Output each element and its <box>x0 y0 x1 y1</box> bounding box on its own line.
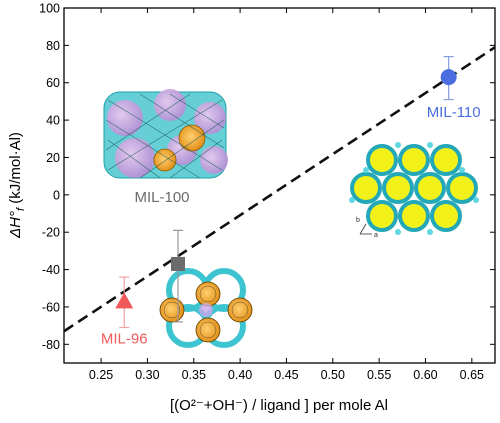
x-tick-label: 0.65 <box>460 368 484 382</box>
data-label: MIL-110 <box>427 104 481 121</box>
x-tick-label: 0.25 <box>89 368 113 382</box>
y-tick-label: 0 <box>53 188 60 202</box>
x-tick-label: 0.45 <box>274 368 298 382</box>
x-tick-label: 0.30 <box>135 368 159 382</box>
x-tick-label: 0.40 <box>228 368 252 382</box>
mil110-axis-b-label: b <box>356 217 360 224</box>
y-tick-label: 100 <box>39 2 60 16</box>
x-tick-label: 0.50 <box>321 368 345 382</box>
y-tick-label: 20 <box>46 151 60 165</box>
data-point-mil-100 <box>171 256 186 271</box>
x-tick-label: 0.55 <box>367 368 391 382</box>
mil110-structure-inset: b a <box>349 142 479 239</box>
data-label: MIL-96 <box>101 330 148 347</box>
y-tick-label: 40 <box>46 114 60 128</box>
x-tick-label: 0.35 <box>182 368 206 382</box>
y-tick-label: -40 <box>42 263 60 277</box>
y-tick-label: 80 <box>46 39 60 53</box>
x-tick-label: 0.60 <box>413 368 437 382</box>
fit-line <box>64 46 495 333</box>
y-axis-label: ΔH°f (kJ/mol·Al) <box>7 132 27 239</box>
y-tick-label: 60 <box>46 76 60 90</box>
mil100-structure-inset <box>103 89 228 179</box>
mil96-structure-inset <box>159 268 253 348</box>
y-tick-label: -20 <box>42 226 60 240</box>
data-point-mil-96 <box>115 292 134 309</box>
data-point-mil-110 <box>440 69 457 86</box>
mil110-axis-a-label: a <box>374 232 378 239</box>
plot-frame <box>63 7 496 364</box>
mil110-axis-indicator <box>359 223 372 235</box>
data-label: MIL-100 <box>134 189 189 206</box>
x-axis-label: [(O²⁻+OH⁻) / ligand ] per mole Al <box>170 397 388 414</box>
y-tick-label: -60 <box>42 300 60 314</box>
y-tick-label: -80 <box>42 338 60 352</box>
